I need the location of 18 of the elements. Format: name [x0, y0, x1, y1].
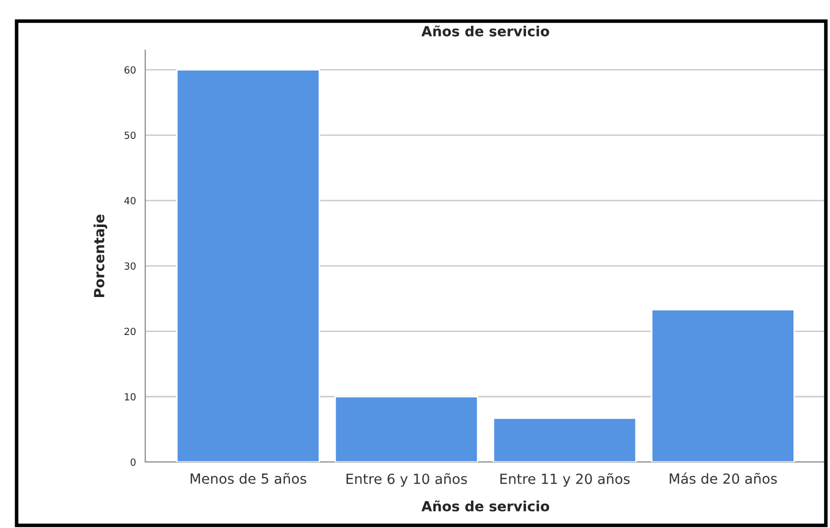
bar	[176, 69, 320, 462]
x-tick-label: Más de 20 años	[670, 472, 777, 484]
bar	[651, 308, 795, 462]
y-tick-label: 50	[124, 132, 136, 139]
x-tick-label: Entre 6 y 10 años	[346, 473, 467, 487]
x-tick-label: Menos de 5 años	[190, 472, 306, 484]
y-tick-label: 40	[124, 196, 136, 204]
y-tick-label: 60	[124, 66, 136, 74]
x-axis-title: Años de servicio	[421, 500, 550, 512]
y-tick-label: 20	[124, 328, 136, 336]
y-tick-label: 10	[124, 393, 136, 400]
bar	[492, 418, 637, 462]
bar	[334, 396, 478, 462]
y-tick-label: 0	[130, 458, 136, 466]
y-tick-label: 30	[124, 262, 136, 270]
y-axis-title: Porcentaje	[94, 214, 108, 297]
chart-title: Años de servicio	[421, 25, 550, 36]
x-tick-label: Entre 11 y 20 años	[500, 473, 630, 487]
